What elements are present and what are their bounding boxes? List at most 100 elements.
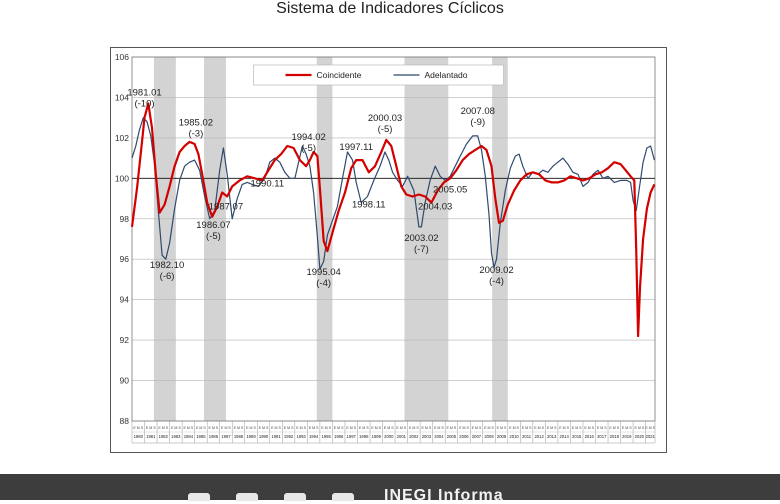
x-month-label: E M S [645, 426, 655, 430]
x-year-label: 1992 [284, 434, 294, 439]
x-year-label: 2016 [585, 434, 595, 439]
x-year-label: 2000 [384, 434, 394, 439]
x-month-label: E M S [384, 426, 394, 430]
x-year-label: 2001 [397, 434, 407, 439]
y-tick-label: 104 [115, 92, 129, 102]
x-year-label: 2009 [497, 434, 507, 439]
footer-brand[interactable]: INEGI Informa [384, 487, 504, 504]
x-month-label: E M S [584, 426, 594, 430]
legend-label-adelantado: Adelantado [425, 70, 468, 80]
x-year-label: 1994 [309, 434, 319, 439]
x-year-label: 2018 [610, 434, 620, 439]
y-tick-label: 96 [120, 254, 130, 264]
annotation-label: 2009.02 [479, 265, 513, 276]
x-year-label: 2006 [459, 434, 469, 439]
y-tick-label: 100 [115, 173, 129, 183]
x-month-label: E M S [133, 426, 143, 430]
annotation-label: 1986.07 [196, 220, 230, 231]
x-year-label: 1993 [296, 434, 306, 439]
y-tick-label: 98 [120, 214, 130, 224]
annotation-label: 2000.03 [368, 113, 402, 124]
x-month-label: E M S [421, 426, 431, 430]
x-year-label: 2008 [484, 434, 494, 439]
x-month-label: E M S [321, 426, 331, 430]
youtube-icon[interactable] [332, 493, 354, 501]
annotation-lag: (-3) [188, 128, 203, 139]
x-month-label: E M S [572, 426, 582, 430]
y-tick-label: 92 [120, 335, 130, 345]
legend-box [253, 64, 504, 86]
x-month-label: E M S [346, 426, 356, 430]
x-year-label: 2021 [646, 434, 656, 439]
x-year-label: 2014 [560, 434, 570, 439]
x-month-label: E M S [434, 426, 444, 430]
x-month-label: E M S [409, 426, 419, 430]
annotation-label: 1985.02 [179, 117, 213, 128]
x-month-label: E M S [497, 426, 507, 430]
x-month-label: E M S [171, 426, 181, 430]
x-year-label: 1996 [334, 434, 344, 439]
recession-shade [153, 57, 176, 421]
x-year-label: 2005 [447, 434, 457, 439]
footer-bar [0, 474, 780, 500]
x-month-label: E M S [597, 426, 607, 430]
x-year-label: 1999 [372, 434, 382, 439]
annotation-lag: (-9) [470, 117, 485, 128]
annotation-lag: (-7) [414, 244, 429, 255]
x-year-label: 2003 [422, 434, 432, 439]
x-year-label: 1989 [246, 434, 256, 439]
twitter-icon[interactable] [284, 493, 306, 501]
annotation-label: 1990.11 [250, 178, 284, 189]
x-year-label: 1986 [209, 434, 219, 439]
annotation-label: 1987.07 [209, 202, 243, 213]
x-year-label: 2017 [597, 434, 607, 439]
x-month-label: E M S [359, 426, 369, 430]
annotation-label: 2005.05 [433, 184, 467, 195]
x-year-label: 1995 [322, 434, 332, 439]
series-line-coincidente [130, 102, 656, 338]
x-month-label: E M S [459, 426, 469, 430]
page-title: Sistema de Indicadores Cíclicos [276, 0, 504, 17]
x-month-label: E M S [246, 426, 256, 430]
x-month-label: E M S [534, 426, 544, 430]
x-year-label: 2020 [635, 434, 645, 439]
facebook-icon[interactable] [188, 493, 210, 501]
x-month-label: E M S [609, 426, 619, 430]
annotation-lag: (-5) [206, 231, 221, 242]
x-month-label: E M S [547, 426, 557, 430]
x-month-label: E M S [296, 426, 306, 430]
x-month-label: E M S [158, 426, 168, 430]
x-month-label: E M S [259, 426, 269, 430]
x-year-label: 1980 [134, 434, 144, 439]
instagram-icon[interactable] [236, 493, 258, 501]
annotation-label: 1997.11 [339, 142, 373, 153]
annotation-label: 2003.02 [404, 233, 438, 244]
x-month-label: E M S [146, 426, 156, 430]
x-month-label: E M S [284, 426, 294, 430]
annotation-label: 1994.02 [291, 132, 325, 143]
x-year-label: 1988 [234, 434, 244, 439]
x-year-label: 2004 [434, 434, 444, 439]
annotation-lag: (-5) [301, 143, 316, 154]
x-month-label: E M S [634, 426, 644, 430]
recession-shade [404, 57, 449, 421]
annotation-label: 2007.08 [461, 106, 495, 117]
x-month-label: E M S [183, 426, 193, 430]
annotation-label: 1998.11 [352, 199, 386, 210]
y-tick-label: 106 [115, 52, 129, 62]
x-month-label: E M S [622, 426, 632, 430]
x-month-label: E M S [221, 426, 231, 430]
x-month-label: E M S [522, 426, 532, 430]
x-year-label: 1982 [159, 434, 169, 439]
x-year-label: 2012 [534, 434, 544, 439]
x-year-label: 2007 [472, 434, 482, 439]
x-year-label: 1998 [359, 434, 369, 439]
x-month-label: E M S [509, 426, 519, 430]
x-month-label: E M S [447, 426, 457, 430]
annotation-lag: (-10) [134, 99, 154, 110]
y-tick-label: 94 [120, 295, 130, 305]
x-year-label: 2013 [547, 434, 557, 439]
x-year-label: 1981 [146, 434, 156, 439]
recession-shade [492, 57, 508, 421]
